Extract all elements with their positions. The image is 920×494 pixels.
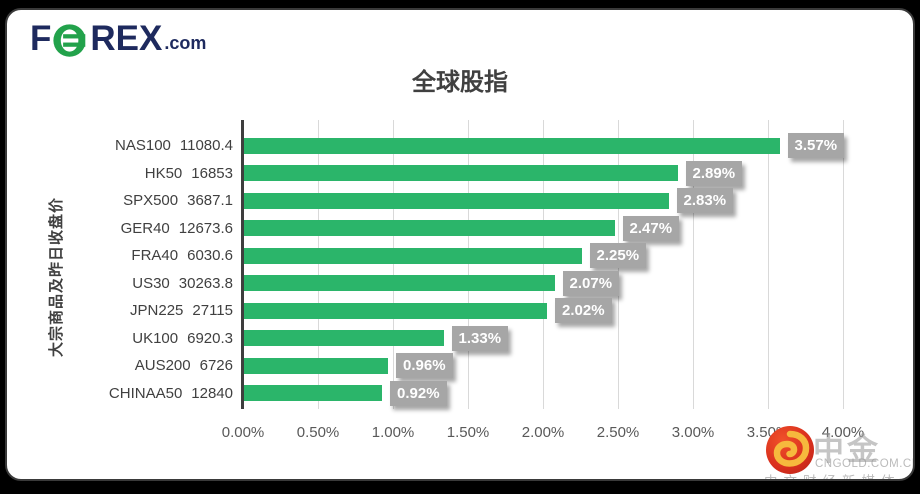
prev-close-value: 12673.6 (178, 219, 233, 237)
prev-close-value: 6920.3 (187, 329, 233, 347)
x-axis-tick-label: 0.50% (296, 424, 340, 441)
prev-close-value: 16853 (191, 164, 233, 182)
bar-hk50 (244, 165, 678, 182)
bar-chinaa50 (244, 385, 382, 402)
category-label: CHINAA50 12840 (55, 380, 233, 408)
x-axis-tick-label: 2.00% (521, 424, 565, 441)
bar-jpn225 (244, 302, 547, 319)
data-label: 2.07% (562, 270, 620, 296)
category-label: AUS200 6726 (55, 352, 233, 380)
category-label: FRA40 6030.6 (55, 242, 233, 270)
x-axis-tick-labels: 0.00% 0.50% 1.00% 1.50% 2.00% 2.50% 3.00% 3.50%… (222, 424, 865, 444)
vertical-gridline (393, 120, 394, 409)
plot-area: NAS100 11080.4 3.57% HK50 16853 2.89% SPX500 36… (109, 120, 845, 409)
logo-suffix-com: .com (164, 33, 207, 53)
index-name: NAS100 (115, 137, 171, 155)
prev-close-value: 11080.4 (179, 137, 233, 155)
data-label: 0.92% (390, 380, 447, 406)
prev-close-value: 6030.6 (187, 247, 233, 265)
bar-ger40 (244, 220, 615, 237)
data-label: 2.83% (676, 188, 734, 214)
logo-letters-rex: REX (90, 19, 163, 58)
index-name: SPX500 (123, 192, 179, 210)
bar-us30 (244, 275, 555, 292)
bar-fra40 (244, 247, 582, 264)
vertical-gridline (843, 120, 844, 409)
category-label: SPX500 3687.1 (55, 187, 233, 215)
x-axis-tick-label: 1.00% (371, 424, 415, 441)
prev-close-value: 12840 (191, 384, 233, 402)
index-name: GER40 (120, 219, 170, 237)
chart-card: F REX .com 全球股指 大宗商品及昨日收盘价 NAS100 11080.4… (5, 8, 915, 481)
prev-close-value: 6726 (199, 357, 233, 375)
watermark-domain: CNGOLD.COM.CN (815, 458, 915, 470)
watermark-tagline: 中文财经新媒体 (764, 470, 901, 479)
prev-close-value: 27115 (192, 302, 233, 320)
chart-title: 全球股指 (412, 69, 508, 96)
data-label: 2.25% (589, 243, 647, 269)
data-label: 3.57% (787, 133, 845, 159)
index-name: HK50 (144, 164, 183, 182)
vertical-gridline (468, 120, 469, 409)
vertical-gridline (693, 120, 694, 409)
bar-spx500 (244, 192, 669, 209)
index-name: JPN225 (130, 302, 184, 320)
bar-nas100 (244, 137, 780, 154)
prev-close-value: 3687.1 (187, 192, 233, 210)
logo-letter-f: F (30, 19, 52, 58)
vertical-gridline (768, 120, 769, 409)
category-label: GER40 12673.6 (55, 215, 233, 243)
bar-uk100 (244, 330, 444, 347)
index-name: CHINAA50 (108, 384, 183, 402)
x-axis-tick-label: 3.00% (671, 424, 715, 441)
index-name: FRA40 (131, 247, 179, 265)
prev-close-value: 30263.8 (178, 274, 233, 292)
category-label: JPN225 27115 (55, 297, 233, 325)
x-axis-tick-label: 4.00% (821, 424, 865, 441)
data-label: 0.96% (396, 353, 453, 379)
index-name: AUS200 (134, 357, 191, 375)
vertical-gridline (318, 120, 319, 409)
category-label: HK50 16853 (55, 160, 233, 188)
x-axis-tick-label: 1.50% (446, 424, 490, 441)
x-axis-tick-label: 3.50% (746, 424, 790, 441)
data-label: 2.89% (685, 160, 743, 186)
data-label: 2.02% (555, 298, 612, 324)
index-name: UK100 (132, 329, 179, 347)
y-axis-line (241, 120, 244, 409)
forex-o-currency-icon (53, 23, 90, 57)
forex-logo: F REX .com (30, 17, 206, 61)
category-label: UK100 6920.3 (55, 325, 233, 353)
vertical-gridline (543, 120, 544, 409)
x-axis-tick-label: 0.00% (221, 424, 265, 441)
data-label: 2.47% (622, 215, 680, 241)
data-label: 1.33% (451, 325, 509, 351)
category-label: US30 30263.8 (55, 270, 233, 298)
category-label: NAS100 11080.4 (55, 132, 233, 160)
bar-aus200 (244, 357, 388, 374)
index-name: US30 (132, 274, 170, 292)
x-axis-tick-label: 2.50% (596, 424, 640, 441)
